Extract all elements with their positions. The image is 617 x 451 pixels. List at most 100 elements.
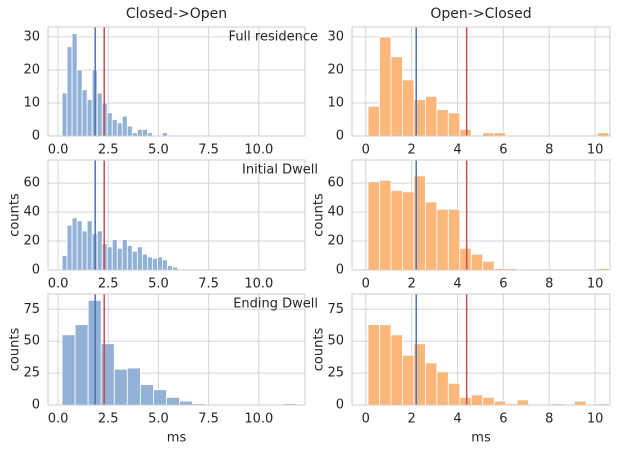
bar — [447, 382, 461, 406]
bar — [139, 384, 154, 406]
bar — [162, 259, 168, 271]
bar — [390, 56, 403, 137]
x-tick-label: 6 — [499, 143, 507, 158]
bar — [379, 179, 392, 271]
y-tick-label: 75 — [327, 302, 344, 317]
axes-frame — [47, 159, 306, 271]
x-tick-label: 8 — [545, 277, 553, 292]
x-tick-label: 2 — [407, 412, 415, 427]
bar — [153, 389, 167, 406]
x-tick-label: 0 — [362, 277, 370, 292]
bar — [459, 247, 472, 271]
axes-frame — [351, 26, 611, 137]
x-tick-label: 2 — [407, 277, 415, 292]
bar — [61, 334, 76, 406]
x-tick-label: 0.0 — [48, 143, 69, 158]
x-tick-label: 2 — [407, 143, 415, 158]
y-axis-label: counts — [312, 328, 327, 372]
bar — [436, 371, 449, 406]
y-axis-label: counts — [312, 193, 327, 237]
bar — [76, 220, 83, 271]
bar — [482, 396, 495, 406]
x-tick-label: 0 — [362, 412, 370, 427]
x-tick-label: 10 — [587, 412, 604, 427]
bar — [367, 181, 380, 271]
bar — [86, 220, 93, 271]
bar — [146, 256, 153, 271]
x-tick-label: 0 — [362, 143, 370, 158]
bar — [66, 224, 73, 271]
y-tick-label: 10 — [23, 95, 40, 110]
bar — [136, 246, 143, 271]
x-tick-label: 5.0 — [148, 143, 169, 158]
axes-frame — [47, 26, 306, 137]
x-tick-label: 7.5 — [198, 143, 219, 158]
y-tick-label: 75 — [23, 302, 40, 317]
bar — [424, 201, 438, 271]
bar — [81, 89, 88, 137]
x-tick-label: 10 — [587, 143, 604, 158]
y-tick-label: 0 — [336, 263, 344, 278]
y-tick-label: 50 — [327, 334, 344, 349]
bar — [71, 33, 78, 137]
axes-frame — [47, 293, 306, 406]
bar — [470, 394, 484, 406]
annotation: Full residence — [229, 30, 318, 45]
x-tick-label: 8 — [545, 143, 553, 158]
bar — [121, 115, 128, 137]
bar — [166, 396, 180, 406]
y-tick-label: 25 — [327, 366, 344, 381]
y-tick-label: 20 — [327, 234, 344, 249]
bar — [424, 95, 438, 137]
x-tick-label: 2.5 — [98, 277, 119, 292]
y-tick-label: 0 — [336, 129, 344, 144]
subplot-title: Closed->Open — [126, 6, 227, 22]
bar — [74, 324, 89, 406]
bar — [447, 112, 461, 137]
bar — [141, 253, 148, 271]
y-tick-label: 10 — [327, 95, 344, 110]
x-tick-label: 4 — [453, 412, 461, 427]
bar — [121, 239, 128, 271]
x-tick-label: 8 — [545, 412, 553, 427]
x-tick-label: 2.5 — [98, 412, 119, 427]
x-axis-label: ms — [167, 431, 187, 446]
bar — [106, 112, 113, 137]
bar — [367, 324, 380, 406]
bar — [106, 246, 113, 271]
bar — [470, 253, 484, 271]
bar — [66, 46, 73, 137]
bar — [390, 189, 403, 271]
bar — [111, 239, 118, 271]
bar — [367, 105, 380, 137]
y-tick-label: 60 — [327, 176, 344, 191]
bar — [574, 400, 587, 406]
annotation: Ending Dwell — [233, 297, 318, 312]
bar — [482, 260, 495, 271]
y-tick-label: 60 — [23, 176, 40, 191]
bar — [76, 69, 83, 137]
y-tick-label: 30 — [23, 29, 40, 44]
subplot-title: Open->Closed — [430, 6, 531, 22]
x-tick-label: 10.0 — [244, 143, 273, 158]
bar — [71, 217, 78, 271]
x-tick-label: 5.0 — [148, 412, 169, 427]
bar — [493, 400, 507, 406]
annotation: Initial Dwell — [242, 163, 318, 178]
bar — [113, 368, 128, 406]
bar — [390, 334, 403, 406]
x-tick-label: 5.0 — [148, 277, 169, 292]
bar — [459, 396, 472, 406]
y-tick-label: 40 — [327, 205, 344, 220]
bar — [402, 354, 415, 406]
x-tick-label: 7.5 — [198, 412, 219, 427]
bar — [100, 343, 115, 406]
y-axis-label: counts — [8, 193, 23, 237]
y-tick-label: 30 — [327, 29, 344, 44]
bar — [61, 255, 68, 271]
bar — [447, 208, 461, 271]
bar — [141, 128, 148, 137]
bar — [96, 230, 103, 271]
bar — [116, 122, 123, 137]
